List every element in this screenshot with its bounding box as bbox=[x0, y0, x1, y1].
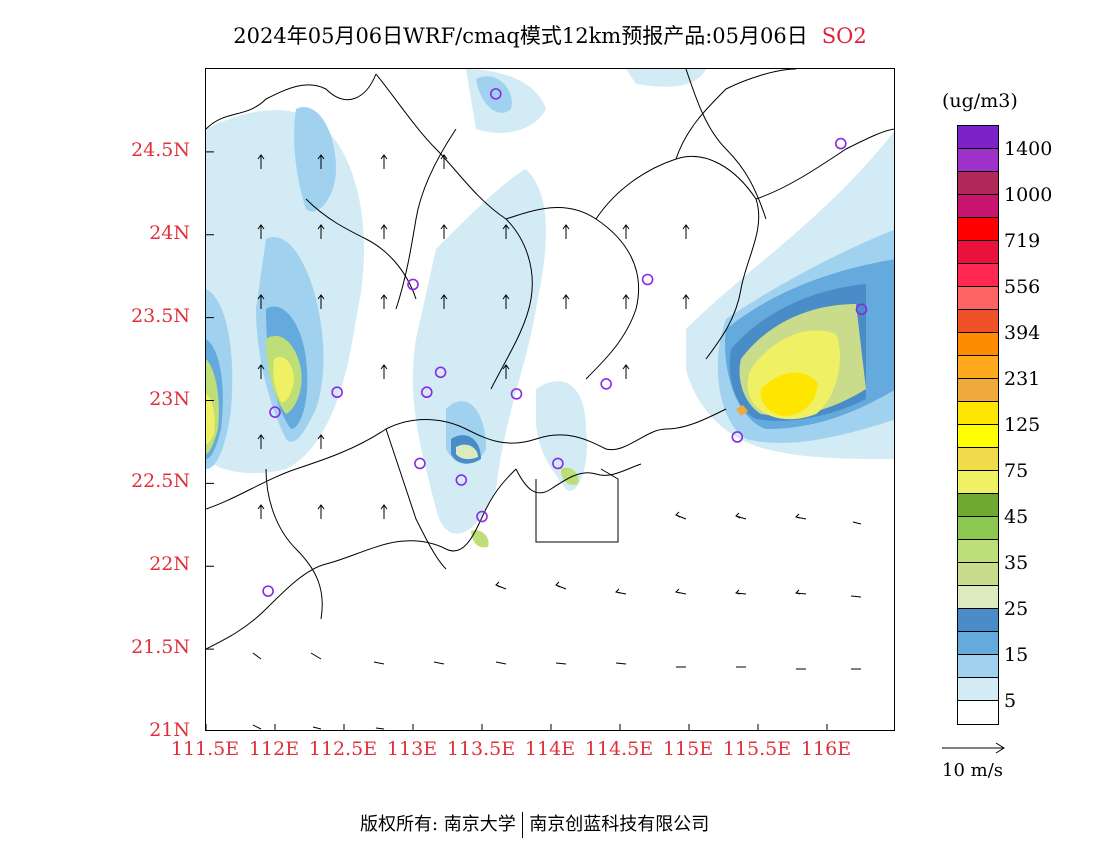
latitude-label: 21N bbox=[149, 719, 190, 741]
color-bar-cell bbox=[958, 632, 998, 655]
longitude-label: 116E bbox=[800, 738, 852, 760]
color-bar-label: 1000 bbox=[1004, 184, 1053, 206]
pollutant-label: SO2 bbox=[821, 24, 867, 48]
longitude-label: 115.5E bbox=[722, 738, 792, 760]
station-marker bbox=[855, 303, 868, 316]
longitude-label: 113E bbox=[386, 738, 438, 760]
color-bar-cell bbox=[958, 402, 998, 425]
color-bar-cell bbox=[958, 448, 998, 471]
color-bar-label: 556 bbox=[1004, 276, 1041, 298]
wind-reference-arrow bbox=[942, 742, 1005, 754]
longitude-label: 114.5E bbox=[584, 738, 654, 760]
map-title: 2024年05月06日WRF/cmaq模式12km预报产品:05月06日 SO2 bbox=[0, 20, 1100, 50]
title-text: 2024年05月06日WRF/cmaq模式12km预报产品:05月06日 bbox=[233, 24, 808, 48]
footer-left: 版权所有: 南京大学 bbox=[360, 814, 516, 835]
color-bar-label: 25 bbox=[1004, 598, 1029, 620]
latitude-label: 24.5N bbox=[131, 138, 190, 161]
color-bar-cell bbox=[958, 241, 998, 264]
station-marker bbox=[421, 386, 433, 399]
station-marker bbox=[641, 273, 654, 286]
station-marker bbox=[600, 378, 613, 390]
color-bar-cell bbox=[958, 218, 998, 241]
wind-reference-label: 10 m/s bbox=[942, 760, 1003, 781]
latitude-label: 22N bbox=[149, 553, 190, 576]
color-bar-label: 15 bbox=[1004, 644, 1029, 666]
longitude-label: 113.5E bbox=[446, 738, 516, 760]
latitude-label: 24N bbox=[149, 221, 190, 244]
longitude-label: 114E bbox=[524, 738, 576, 760]
color-bar-cell bbox=[958, 540, 998, 563]
color-bar-cell bbox=[958, 678, 998, 701]
color-bar-label: 231 bbox=[1004, 368, 1041, 390]
station-marker bbox=[414, 457, 426, 470]
color-bar-label: 35 bbox=[1004, 552, 1029, 574]
color-bar-cell bbox=[958, 356, 998, 379]
color-bar-cell bbox=[958, 563, 998, 586]
station-marker bbox=[731, 431, 744, 443]
color-bar-label: 125 bbox=[1004, 414, 1041, 436]
station-marker bbox=[476, 510, 488, 523]
station-marker bbox=[552, 457, 564, 470]
color-bar bbox=[957, 125, 999, 725]
color-bar-cell bbox=[958, 310, 998, 333]
longitude-label: 112.5E bbox=[308, 738, 378, 760]
latitude-label: 23N bbox=[149, 387, 190, 410]
color-bar-label: 45 bbox=[1004, 506, 1029, 528]
color-bar-label: 394 bbox=[1004, 322, 1041, 344]
longitude-label: 115E bbox=[662, 738, 714, 760]
station-markers bbox=[262, 88, 868, 597]
station-marker bbox=[510, 388, 523, 400]
color-bar-label: 719 bbox=[1004, 230, 1041, 252]
color-bar-cell bbox=[958, 195, 998, 218]
color-bar-cell bbox=[958, 655, 998, 678]
map-canvas bbox=[206, 69, 894, 730]
station-marker bbox=[455, 474, 468, 486]
color-bar-cell bbox=[958, 609, 998, 632]
station-marker bbox=[262, 585, 274, 597]
station-marker bbox=[269, 406, 281, 418]
color-bar-label: 75 bbox=[1004, 460, 1029, 482]
boundary-lines bbox=[206, 69, 894, 650]
color-bar-cell bbox=[958, 264, 998, 287]
color-bar-cell bbox=[958, 471, 998, 494]
legend-unit: (ug/m3) bbox=[942, 90, 1018, 112]
color-bar-cell bbox=[958, 287, 998, 310]
color-bar-label: 5 bbox=[1004, 690, 1017, 712]
longitude-label: 112E bbox=[248, 738, 300, 760]
color-bar-cell bbox=[958, 586, 998, 609]
wind-vectors bbox=[252, 154, 862, 730]
station-marker bbox=[407, 278, 419, 291]
color-bar-cell bbox=[958, 172, 998, 195]
latitude-label: 23.5N bbox=[131, 304, 190, 327]
color-bar-cell bbox=[958, 701, 998, 724]
station-marker bbox=[834, 137, 847, 150]
color-bar-cell bbox=[958, 333, 998, 356]
station-marker bbox=[434, 366, 447, 379]
concentration-shading bbox=[206, 69, 894, 548]
station-marker bbox=[489, 88, 502, 100]
color-bar-cell bbox=[958, 149, 998, 172]
latitude-label: 22.5N bbox=[131, 470, 190, 493]
color-bar-cell bbox=[958, 425, 998, 448]
color-bar-cell bbox=[958, 379, 998, 402]
color-bar-cell bbox=[958, 494, 998, 517]
copyright-footer: 版权所有: 南京大学 南京创蓝科技有限公司 bbox=[360, 810, 709, 838]
station-marker bbox=[331, 386, 343, 399]
longitude-label: 111.5E bbox=[170, 738, 240, 760]
color-bar-label: 1400 bbox=[1004, 138, 1053, 160]
footer-right: 南京创蓝科技有限公司 bbox=[529, 814, 710, 835]
concentration-map bbox=[205, 68, 895, 731]
color-bar-cell bbox=[958, 517, 998, 540]
footer-separator bbox=[521, 812, 524, 838]
color-bar-cell bbox=[958, 126, 998, 149]
latitude-label: 21.5N bbox=[131, 636, 190, 659]
